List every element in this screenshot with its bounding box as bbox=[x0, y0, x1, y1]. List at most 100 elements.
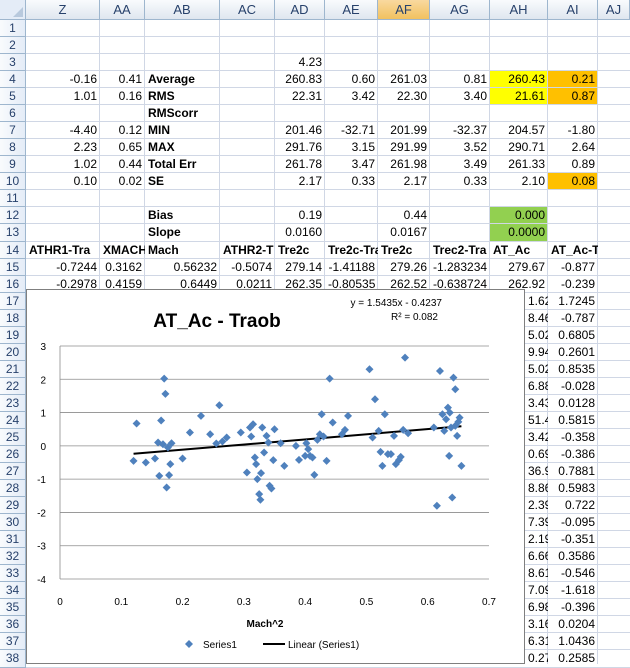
cell-ad15[interactable]: 279.14 bbox=[285, 259, 322, 274]
cell-ai25[interactable]: -0.358 bbox=[560, 429, 595, 444]
row-header-23[interactable]: 23 bbox=[0, 394, 26, 412]
cell-ah15[interactable]: 279.67 bbox=[508, 259, 545, 274]
cell-ad12[interactable]: 0.19 bbox=[298, 208, 322, 223]
cell-ai21[interactable]: 0.8535 bbox=[558, 361, 595, 376]
cell-ah4[interactable]: 260.43 bbox=[508, 72, 545, 87]
cell-ag14[interactable]: Trec2-Tra bbox=[433, 242, 487, 257]
row-header-20[interactable]: 20 bbox=[0, 343, 26, 361]
cell-ah18[interactable]: 8.46 bbox=[528, 310, 548, 325]
cell-ai36[interactable]: 0.0204 bbox=[558, 617, 595, 632]
cell-ah26[interactable]: 0.69 bbox=[528, 447, 548, 461]
cell-ae4[interactable]: 0.60 bbox=[351, 72, 375, 87]
cell-ai4[interactable]: 0.21 bbox=[571, 72, 595, 87]
row-header-18[interactable]: 18 bbox=[0, 309, 26, 327]
row-header-26[interactable]: 26 bbox=[0, 446, 26, 464]
row-header-38[interactable]: 38 bbox=[0, 650, 26, 668]
cell-z9[interactable]: 1.02 bbox=[73, 157, 97, 172]
row-header-28[interactable]: 28 bbox=[0, 480, 26, 498]
row-header-29[interactable]: 29 bbox=[0, 497, 26, 515]
cell-ah7[interactable]: 204.57 bbox=[508, 123, 545, 138]
cell-ae15[interactable]: -1.41188 bbox=[328, 259, 375, 274]
cell-ai14[interactable]: AT_Ac-Traob bbox=[551, 242, 598, 257]
cell-ag15[interactable]: -1.283234 bbox=[433, 259, 488, 274]
cell-ai16[interactable]: -0.239 bbox=[560, 276, 595, 291]
cell-aa10[interactable]: 0.02 bbox=[118, 174, 142, 189]
row-header-12[interactable]: 12 bbox=[0, 207, 26, 225]
column-header-ah[interactable]: AH bbox=[490, 0, 548, 20]
cell-ab4[interactable]: Average bbox=[148, 72, 195, 87]
cell-af9[interactable]: 261.98 bbox=[390, 157, 427, 172]
cell-ah13[interactable]: 0.0000 bbox=[508, 225, 545, 240]
cell-aa15[interactable]: 0.3162 bbox=[105, 259, 142, 274]
row-header-4[interactable]: 4 bbox=[0, 71, 26, 89]
row-header-9[interactable]: 9 bbox=[0, 156, 26, 174]
cell-af13[interactable]: 0.0167 bbox=[390, 225, 427, 240]
cell-ah38[interactable]: 0.27 bbox=[528, 651, 548, 666]
cell-aa7[interactable]: 0.12 bbox=[118, 123, 142, 138]
cell-ai8[interactable]: 2.64 bbox=[571, 140, 595, 155]
cell-ab13[interactable]: Slope bbox=[148, 225, 181, 240]
column-header-ac[interactable]: AC bbox=[220, 0, 275, 20]
cell-ah19[interactable]: 5.02 bbox=[528, 327, 548, 342]
cell-aa8[interactable]: 0.65 bbox=[118, 140, 142, 155]
cell-ac16[interactable]: 0.0211 bbox=[236, 276, 272, 291]
cell-ai18[interactable]: -0.787 bbox=[560, 310, 595, 325]
cell-ac15[interactable]: -0.5074 bbox=[231, 259, 272, 274]
cell-ad9[interactable]: 261.78 bbox=[285, 157, 322, 172]
row-header-11[interactable]: 11 bbox=[0, 190, 26, 208]
row-header-34[interactable]: 34 bbox=[0, 582, 26, 600]
cell-ae8[interactable]: 3.15 bbox=[351, 140, 375, 155]
cell-z4[interactable]: -0.16 bbox=[69, 72, 97, 87]
cell-z15[interactable]: -0.7244 bbox=[56, 259, 97, 274]
cell-ab8[interactable]: MAX bbox=[148, 140, 175, 155]
row-header-10[interactable]: 10 bbox=[0, 173, 26, 191]
row-header-13[interactable]: 13 bbox=[0, 224, 26, 242]
cell-ah22[interactable]: 6.88 bbox=[528, 378, 548, 393]
column-header-ai[interactable]: AI bbox=[548, 0, 598, 20]
cell-ab16[interactable]: 0.6449 bbox=[180, 276, 217, 291]
row-header-22[interactable]: 22 bbox=[0, 377, 26, 395]
cell-ad8[interactable]: 291.76 bbox=[285, 140, 322, 155]
cell-ai17[interactable]: 1.7245 bbox=[558, 293, 595, 308]
cell-ai35[interactable]: -0.396 bbox=[560, 600, 595, 615]
row-header-7[interactable]: 7 bbox=[0, 122, 26, 140]
row-header-8[interactable]: 8 bbox=[0, 139, 26, 157]
row-header-19[interactable]: 19 bbox=[0, 326, 26, 344]
cell-z5[interactable]: 1.01 bbox=[73, 89, 97, 104]
cell-ah8[interactable]: 290.71 bbox=[508, 140, 545, 155]
cell-ah35[interactable]: 6.98 bbox=[528, 600, 548, 615]
column-header-ab[interactable]: AB bbox=[145, 0, 220, 20]
cell-ai37[interactable]: 1.0436 bbox=[558, 634, 595, 649]
column-header-ag[interactable]: AG bbox=[430, 0, 490, 20]
cell-ai30[interactable]: -0.095 bbox=[560, 515, 595, 530]
cell-ag10[interactable]: 0.33 bbox=[463, 174, 487, 189]
cell-ai28[interactable]: 0.5983 bbox=[558, 481, 595, 496]
cell-ah31[interactable]: 2.19 bbox=[528, 532, 548, 547]
cell-aa14[interactable]: XMACH2 bbox=[103, 242, 145, 257]
cell-aa4[interactable]: 0.41 bbox=[118, 72, 142, 87]
row-header-2[interactable]: 2 bbox=[0, 37, 26, 55]
cell-ad4[interactable]: 260.83 bbox=[285, 72, 322, 87]
cell-af12[interactable]: 0.44 bbox=[403, 208, 427, 223]
row-header-17[interactable]: 17 bbox=[0, 292, 26, 310]
cell-ae7[interactable]: -32.71 bbox=[340, 123, 375, 138]
cell-ag9[interactable]: 3.49 bbox=[463, 157, 487, 172]
column-header-aj[interactable]: AJ bbox=[598, 0, 630, 20]
cell-ah28[interactable]: 8.86 bbox=[528, 481, 548, 496]
cell-af7[interactable]: 201.99 bbox=[390, 123, 427, 138]
row-header-30[interactable]: 30 bbox=[0, 514, 26, 532]
cell-ai22[interactable]: -0.028 bbox=[560, 378, 595, 393]
cell-ad7[interactable]: 201.46 bbox=[285, 123, 322, 138]
cell-ai26[interactable]: -0.386 bbox=[560, 447, 595, 461]
cell-ah27[interactable]: 36.9 bbox=[528, 464, 548, 479]
row-header-14[interactable]: 14 bbox=[0, 241, 26, 259]
column-header-ae[interactable]: AE bbox=[325, 0, 378, 20]
row-header-3[interactable]: 3 bbox=[0, 54, 26, 72]
row-header-35[interactable]: 35 bbox=[0, 599, 26, 617]
cell-ae16[interactable]: -0.80535 bbox=[328, 276, 376, 291]
cell-ah23[interactable]: 3.43 bbox=[528, 395, 548, 410]
row-header-33[interactable]: 33 bbox=[0, 565, 26, 583]
scatter-chart[interactable]: AT_Ac - Traob y = 1.5435x - 0.4237 R² = … bbox=[26, 289, 525, 664]
cell-ab10[interactable]: SE bbox=[148, 174, 165, 189]
cell-ai7[interactable]: -1.80 bbox=[567, 123, 595, 138]
